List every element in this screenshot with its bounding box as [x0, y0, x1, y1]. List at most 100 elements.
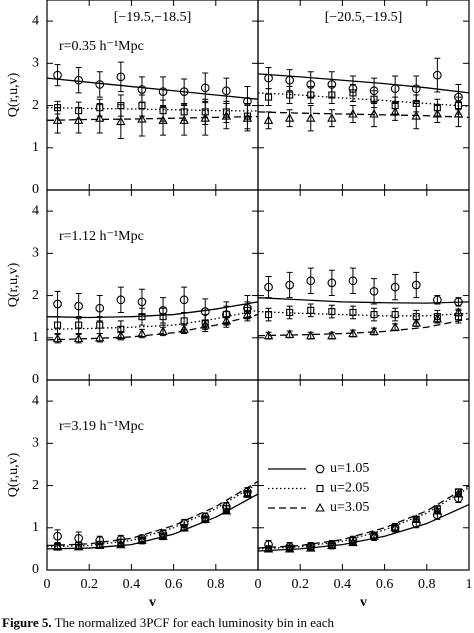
point-marker — [306, 542, 316, 552]
point-marker — [96, 321, 104, 329]
error-bar — [392, 307, 399, 322]
point-marker — [263, 330, 274, 340]
error-bar — [371, 307, 378, 322]
model-line — [46, 480, 259, 547]
point-marker — [200, 514, 210, 523]
error-bar — [286, 109, 293, 128]
point-marker — [158, 326, 168, 335]
point-marker — [453, 488, 464, 498]
point-marker — [453, 307, 464, 316]
point-marker — [137, 113, 147, 123]
error-bar — [54, 544, 61, 550]
error-bar — [307, 105, 314, 132]
annotation: r=3.19 h⁻¹Mpc — [59, 419, 144, 434]
error-bar — [223, 508, 230, 514]
point-marker — [53, 70, 62, 80]
error-bar — [75, 67, 82, 94]
point-marker — [369, 286, 379, 296]
point-marker — [116, 539, 126, 549]
error-bar — [160, 307, 167, 326]
point-marker — [286, 308, 294, 316]
point-marker — [53, 531, 62, 541]
caption: Figure 5. The normalized 3PCF for each l… — [2, 615, 335, 630]
error-bar — [286, 305, 293, 320]
error-bar — [96, 542, 103, 549]
point-marker — [242, 488, 253, 498]
error-bar — [75, 544, 82, 550]
y-axis-label: Q(r,u,v) — [6, 72, 21, 117]
point-marker — [411, 110, 421, 120]
error-bar — [349, 267, 356, 294]
point-marker — [263, 115, 274, 124]
error-bar — [117, 286, 124, 313]
legend-marker — [315, 464, 325, 474]
model-line — [257, 92, 470, 108]
error-bar — [265, 88, 272, 107]
error-bar — [413, 271, 420, 299]
error-bar — [244, 491, 251, 497]
panel-frame — [46, 189, 259, 381]
point-marker — [116, 330, 126, 340]
error-bar — [96, 102, 103, 134]
error-bar — [160, 105, 167, 136]
point-marker — [74, 301, 83, 311]
point-marker — [411, 514, 421, 523]
point-marker — [221, 110, 232, 120]
point-marker — [370, 311, 378, 319]
legend-label: u=3.05 — [330, 500, 369, 515]
point-marker — [433, 70, 442, 80]
point-marker — [285, 280, 295, 290]
model-line — [46, 301, 259, 319]
point-marker — [95, 80, 105, 89]
error-bar — [392, 525, 399, 531]
point-marker — [53, 321, 62, 329]
y-tick-label: 4 — [32, 203, 39, 218]
annotation: r=1.12 h⁻¹Mpc — [59, 229, 144, 244]
point-marker — [432, 108, 443, 118]
error-bar — [138, 537, 145, 544]
point-marker — [349, 89, 357, 97]
y-tick-label: 1 — [32, 140, 39, 155]
x-tick-label: 0.2 — [80, 577, 98, 592]
point-marker — [52, 541, 63, 551]
point-marker — [137, 85, 147, 94]
point-marker — [349, 308, 357, 316]
point-marker — [95, 303, 105, 313]
point-marker — [327, 278, 337, 288]
point-marker — [284, 329, 295, 338]
caption-text: The normalized 3PCF for each luminosity … — [55, 615, 335, 630]
x-tick-label: 0.8 — [207, 577, 225, 592]
point-marker — [179, 115, 189, 124]
y-tick-label: 3 — [32, 436, 39, 451]
error-bar — [434, 508, 441, 514]
error-bar — [265, 111, 272, 130]
point-marker — [433, 295, 442, 305]
y-tick-label: 4 — [32, 393, 39, 408]
point-marker — [348, 537, 358, 547]
point-marker — [453, 108, 464, 118]
error-bar — [181, 286, 188, 313]
point-marker — [242, 113, 253, 122]
error-bar — [349, 83, 356, 102]
point-marker — [306, 113, 316, 122]
error-bar — [265, 546, 272, 552]
error-bar — [117, 61, 124, 93]
point-marker — [52, 115, 63, 124]
point-marker — [73, 541, 84, 551]
error-bar — [371, 278, 378, 305]
y-tick-label: 2 — [32, 478, 39, 493]
point-marker — [307, 91, 315, 99]
error-bar — [265, 307, 272, 322]
point-marker — [411, 317, 421, 327]
point-marker — [52, 333, 63, 343]
point-marker — [179, 295, 189, 305]
x-tick-label: 0.6 — [165, 577, 183, 592]
point-marker — [138, 313, 146, 321]
error-bar — [117, 542, 124, 548]
error-bar — [54, 107, 61, 134]
point-marker — [95, 113, 105, 122]
point-marker — [137, 328, 147, 338]
error-bar — [54, 529, 61, 544]
y-axis-label: Q(r,u,v) — [6, 452, 21, 497]
